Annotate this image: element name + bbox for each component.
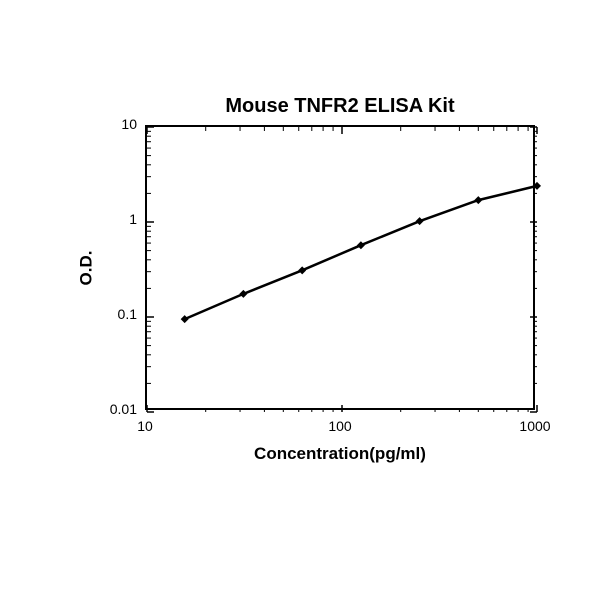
x-tick-label: 1000: [510, 418, 560, 434]
chart-title: Mouse TNFR2 ELISA Kit: [145, 95, 535, 118]
y-axis-label: O.D.: [76, 250, 96, 285]
x-tick-label: 100: [315, 418, 365, 434]
x-tick-label: 10: [120, 418, 170, 434]
x-axis-label: Concentration(pg/ml): [145, 444, 535, 464]
chart-container: Mouse TNFR2 ELISA Kit O.D. Concentration…: [50, 90, 550, 490]
y-tick-label: 0.01: [110, 401, 137, 417]
y-tick-label: 1: [129, 211, 137, 227]
plot-area: [145, 125, 535, 410]
y-tick-label: 10: [121, 116, 137, 132]
y-tick-label: 0.1: [118, 306, 137, 322]
plot-svg: [147, 127, 537, 412]
